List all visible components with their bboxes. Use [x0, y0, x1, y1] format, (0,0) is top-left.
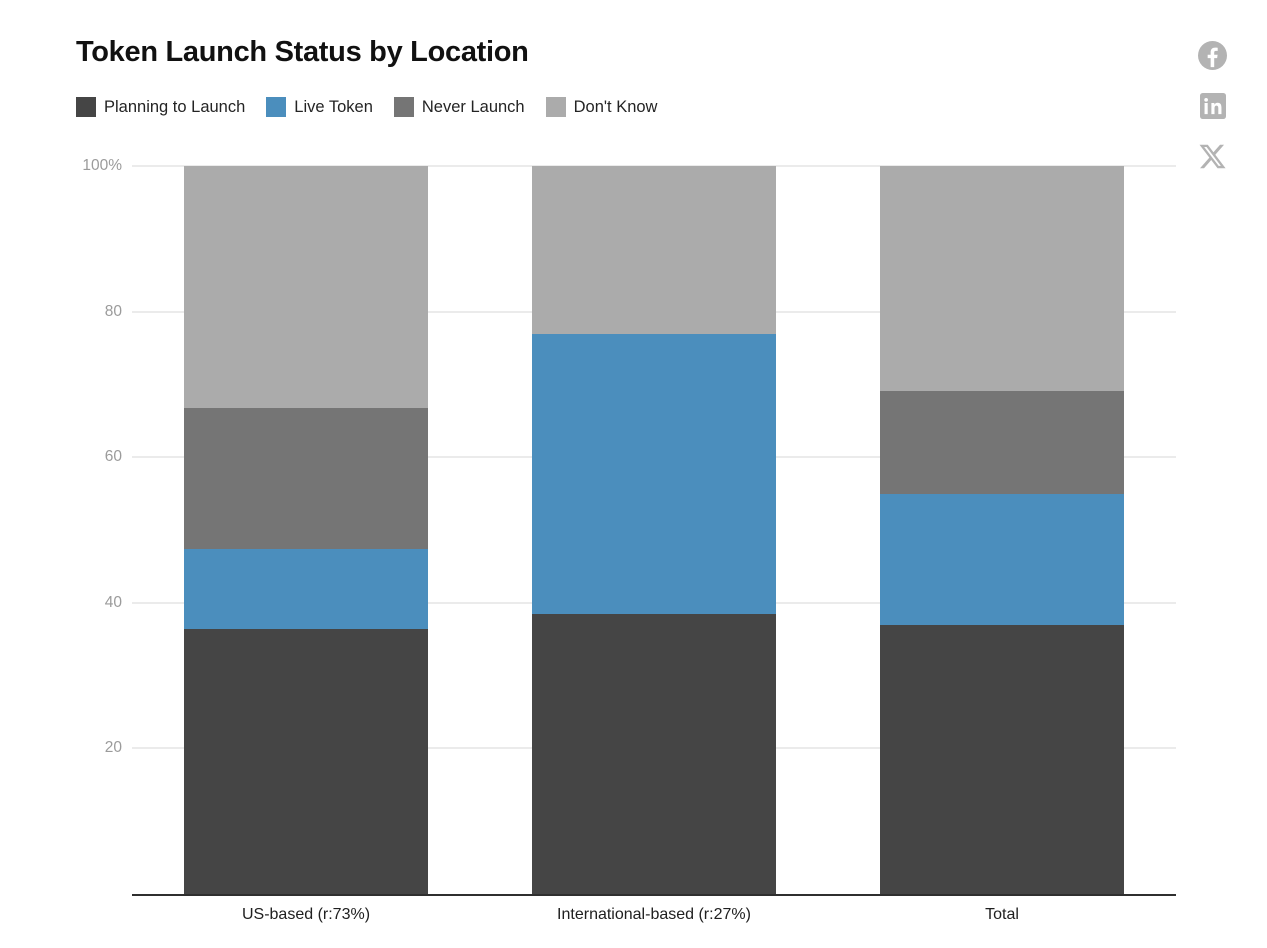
legend-swatch-live-token [266, 97, 287, 117]
legend-label: Planning to Launch [104, 97, 246, 116]
legend-item-planning-to-launch: Planning to Launch [76, 97, 245, 117]
bar-segment-us-based-r-73-planning-to-launch [184, 629, 428, 894]
y-axis-tick-label: 80 [104, 302, 122, 320]
bar-segment-total-planning-to-launch [880, 624, 1124, 894]
y-axis-tick-label: 60 [104, 448, 122, 466]
x-axis-category-label-international-based-r-27: International-based (r:27%) [557, 906, 751, 923]
x-axis-category-label-total: Total [985, 906, 1019, 923]
bar-segment-total-don-t-know [880, 166, 1124, 391]
linkedin-share-icon[interactable] [1199, 93, 1226, 119]
legend-swatch-planning-to-launch [76, 97, 96, 117]
legend-item-never-launch: Never Launch [393, 97, 525, 117]
x-share-icon[interactable] [1198, 142, 1227, 171]
x-axis-baseline [132, 894, 1176, 896]
bar-segment-international-based-r-27-planning-to-launch [532, 613, 776, 894]
legend-item-don-t-know: Don't Know [545, 97, 658, 117]
bar-segment-total-live-token [880, 493, 1124, 625]
bar-segment-international-based-r-27-don-t-know [532, 166, 776, 335]
bar-segment-us-based-r-73-live-token [184, 548, 428, 629]
legend-swatch-never-launch [393, 97, 414, 117]
legend-label: Never Launch [421, 97, 525, 116]
x-axis-category-label-us-based-r-73: US-based (r:73%) [241, 906, 371, 923]
y-axis-tick-label: 20 [104, 739, 122, 757]
y-axis-tick-label: 100% [82, 157, 122, 174]
chart-title: Token Launch Status by Location [76, 36, 529, 68]
facebook-share-icon[interactable] [1198, 41, 1227, 70]
y-axis-tick-label: 40 [104, 593, 122, 611]
share-buttons [1198, 41, 1227, 171]
chart-legend: Planning to Launch Live Token Never Launch… [76, 97, 657, 117]
bar-segment-us-based-r-73-never-launch [184, 407, 428, 549]
legend-swatch-don-t-know [545, 97, 566, 117]
legend-label: Don't Know [573, 97, 658, 116]
bar-segment-us-based-r-73-don-t-know [184, 166, 428, 408]
bar-segment-international-based-r-27-live-token [532, 334, 776, 614]
legend-label: Live Token [294, 97, 373, 116]
legend-item-live-token: Live Token [266, 97, 373, 117]
bar-segment-total-never-launch [880, 390, 1124, 494]
